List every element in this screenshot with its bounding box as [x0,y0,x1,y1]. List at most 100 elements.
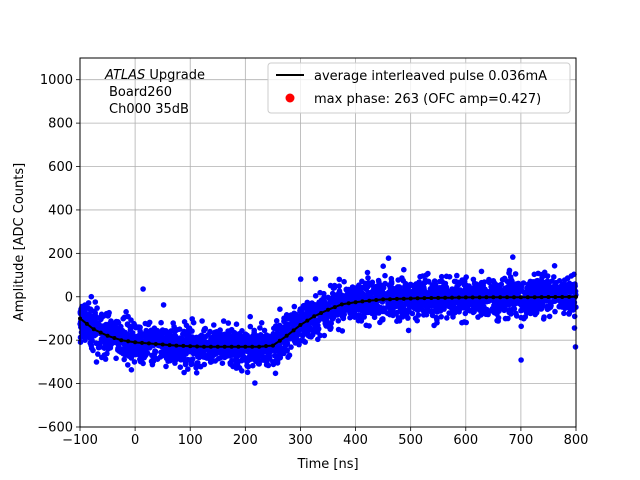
average-pulse-point [91,327,96,332]
sample-point [446,310,452,316]
sample-point [177,348,183,355]
average-pulse-point [415,296,420,301]
sample-point [266,333,273,340]
sample-point [385,255,392,261]
sample-point [365,275,371,281]
sample-point [549,278,555,284]
sample-point [233,321,240,328]
sample-point [221,331,228,338]
sample-point [138,343,145,350]
sample-point [336,283,343,289]
plot-frame [79,57,577,428]
sample-point [265,346,271,353]
sample-point [551,274,557,280]
sample-point [247,356,253,362]
sample-point [372,289,379,296]
sample-point [414,317,421,324]
sample-point [168,328,174,334]
sample-point [395,277,402,283]
sample-point [250,362,256,369]
sample-point [518,323,524,330]
sample-point [447,288,454,295]
sample-point [460,299,467,305]
average-pulse-point [470,295,475,300]
sample-point [292,340,299,346]
sample-point [217,328,223,334]
sample-point [347,314,353,321]
sample-point [220,318,227,324]
x-tick-label: 100 [178,433,203,448]
sample-point [88,334,94,340]
sample-point [428,308,435,315]
sample-point [312,276,319,282]
sample-point [140,286,146,292]
sample-point [176,326,183,333]
sample-point [304,329,311,336]
sample-point [420,273,426,279]
sample-point [288,344,294,350]
sample-point [242,355,248,361]
sample-point [97,324,104,331]
sample-point [182,348,188,354]
average-pulse-point [140,340,144,345]
sample-point [272,348,278,354]
sample-point [405,327,412,334]
sample-point [507,274,514,280]
sample-point [365,280,372,286]
sample-point [205,332,211,338]
x-axis-ticks: −100 0 100 200 300 400 500 600 700 800 [62,427,588,448]
average-pulse-point [491,295,496,300]
sample-point [90,314,96,320]
annotation-experiment-line: ATLAS Upgrade [104,68,205,83]
sample-point [548,289,555,296]
sample-point [216,340,223,347]
average-pulse-point [381,297,386,302]
average-pulse-point [188,344,193,349]
x-tick-label: 500 [398,433,423,448]
sample-point [88,342,94,349]
y-tick-label: 800 [48,117,73,132]
sample-point [439,278,445,285]
average-pulse-point [291,328,296,333]
sample-point [201,327,207,334]
average-pulse-point [429,296,434,300]
average-pulse-point [298,323,303,327]
sample-point [464,284,471,291]
annotation-experiment: ATLAS [104,68,145,83]
sample-point [346,296,353,303]
average-pulse-point [353,300,358,305]
sample-point [380,316,386,322]
sample-point [98,311,105,318]
average-pulse-point [208,344,213,349]
sample-point [540,290,547,297]
sample-point [128,367,135,373]
sample-point [521,315,527,322]
average-pulse-point [443,295,448,300]
sample-point [302,339,309,345]
average-pulse-point [84,321,89,326]
average-pulse-point [436,295,441,300]
sample-point [183,336,189,343]
sample-point [177,354,184,361]
sample-point [94,340,101,347]
sample-point [566,311,572,317]
sample-point [473,281,480,288]
sample-point [444,315,450,321]
sample-point [104,350,110,357]
sample-point [208,336,214,342]
sample-point [433,300,440,307]
sample-point [291,311,298,317]
sample-point [303,312,310,319]
sample-point [187,327,194,334]
sample-point [312,293,319,299]
sample-point [552,308,558,315]
sample-point [291,303,298,310]
sample-point [533,309,540,316]
sample-point [379,288,385,294]
sample-point [380,263,387,270]
average-pulse-series [78,294,578,349]
sample-point [362,308,369,315]
sample-point [311,319,318,326]
sample-point [317,332,324,339]
average-pulse-point [422,296,427,301]
